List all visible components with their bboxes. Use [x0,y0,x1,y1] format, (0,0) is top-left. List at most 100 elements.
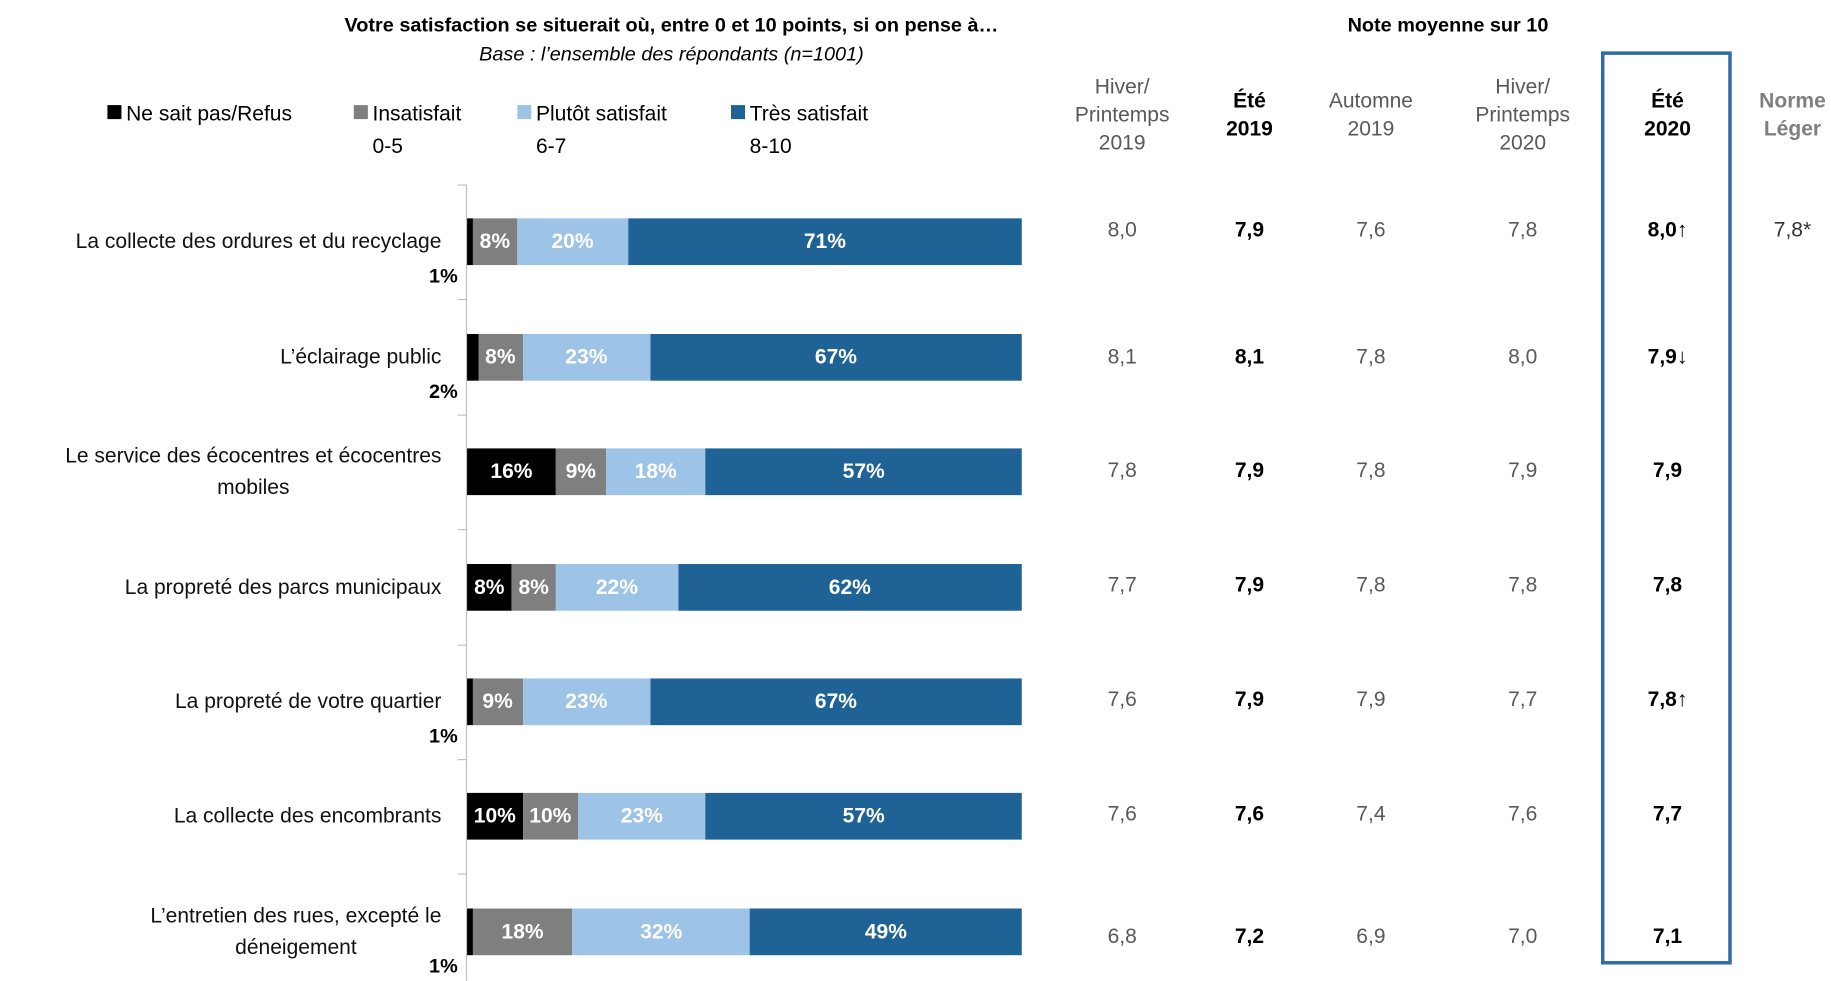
category-label: La collecte des ordures et du recyclage [75,229,442,253]
data-label: 8% [479,229,511,253]
bar-segment [627,218,1022,266]
table-cell: 7,9 [1234,572,1265,597]
table-cell: 8,0 [1508,345,1538,369]
axis-tick [457,528,468,531]
bar-segment [467,448,556,496]
table-cell: 6,8 [1107,924,1137,948]
table-cell: 7,2 [1234,924,1265,948]
axis-line [465,184,468,981]
table-cell: 7,8↑ [1647,687,1688,711]
data-label: 8% [474,575,505,599]
data-label: 22% [595,575,638,599]
table-cell: 8,0 [1107,217,1137,242]
table-cell: 8,1 [1234,345,1265,369]
bar-segment [472,678,523,726]
bar-segment [467,564,512,611]
table-cell: 7,7 [1107,572,1137,597]
bar-segment [605,448,706,496]
data-label: 57% [842,459,885,483]
data-label: 49% [864,919,907,943]
data-label: 1% [429,725,458,748]
data-label: 16% [490,459,533,483]
bar-segment [472,218,518,266]
table-cell: 7,6 [1508,801,1538,826]
data-label: 67% [814,345,857,369]
bar-segment [705,448,1022,496]
table-cell: 7,1 [1652,924,1683,948]
table-cell: 7,6 [1356,217,1386,242]
legend-swatch [107,105,122,120]
legend-swatch [517,105,532,120]
bar-segment [650,678,1022,726]
axis-tick [457,644,468,646]
column-header: Automne 2019 [1328,88,1413,141]
bar-segment [677,564,1022,611]
legend-item: Ne sait pas/Refus [107,97,292,130]
table-cell: 7,7 [1508,687,1538,711]
table-cell: 7,8 [1356,458,1386,482]
data-label: 8% [485,345,516,369]
data-label: 9% [565,459,596,483]
data-label: 20% [551,229,594,253]
table-cell: 7,0 [1508,924,1538,948]
category-label: Le service des écocentres et écocentres … [65,443,442,499]
table-cell: 7,9 [1508,458,1538,482]
column-header: Été 2020 [1644,88,1691,141]
table-cell: 7,6 [1107,801,1137,826]
data-label: 9% [482,689,513,713]
data-label: 18% [634,459,677,483]
legend-label: Insatisfait 0-5 [372,101,462,158]
bar-segment [467,333,479,381]
data-label: 71% [803,229,846,253]
data-label: 10% [473,803,516,828]
axis-tick [457,414,468,416]
data-label: 62% [828,575,871,599]
bar-segment [578,792,706,840]
axis-tick [457,184,468,186]
column-header: Hiver/ Printemps 2019 [1074,74,1170,155]
axis-tick [457,759,468,761]
bar-segment [467,678,473,726]
table-cell: 7,8 [1107,458,1137,482]
table-cell: 7,9 [1234,458,1265,482]
axis-tick [457,873,468,875]
category-label: L’entretien des rues, excepté le déneige… [150,903,442,959]
legend-item: Insatisfait 0-5 [353,97,462,162]
bar-segment [705,792,1022,840]
table-cell: 8,1 [1107,345,1137,369]
bar-segment [511,564,556,611]
table-cell: 7,9 [1234,687,1265,711]
bar-segment [478,333,523,381]
category-label: La collecte des encombrants [173,803,442,828]
bar-segment [467,218,473,266]
table-cell: 8,0↑ [1647,217,1688,242]
table-cell: 7,8 [1508,572,1538,597]
bar-segment [467,792,523,840]
table-cell: 7,6 [1234,801,1265,826]
category-label: L’éclairage public [280,345,442,369]
data-label: 23% [620,803,663,828]
column-header: Norme Léger [1759,88,1826,141]
bar-segment [467,908,473,956]
table-cell: 7,9↓ [1647,345,1688,369]
data-label: 2% [429,380,458,403]
bar-segment [522,678,651,726]
table-cell: 7,9 [1356,687,1386,711]
category-label: La propreté des parcs municipaux [124,575,442,599]
bar-segment [472,908,573,956]
data-label: 23% [565,345,608,369]
bar-segment [572,908,750,956]
bar-segment [522,333,651,381]
legend-swatch [730,105,746,120]
table-cell: 7,6 [1107,687,1137,711]
bar-segment [517,218,628,266]
table-cell: 7,8 [1356,345,1386,369]
data-label: 1% [429,955,458,978]
legend-swatch [353,105,368,120]
data-label: 18% [501,919,544,943]
axis-tick [457,298,468,301]
column-header: Hiver/ Printemps 2020 [1475,74,1571,155]
table-cell: 7,8* [1773,217,1812,242]
bar-segment [650,333,1022,381]
